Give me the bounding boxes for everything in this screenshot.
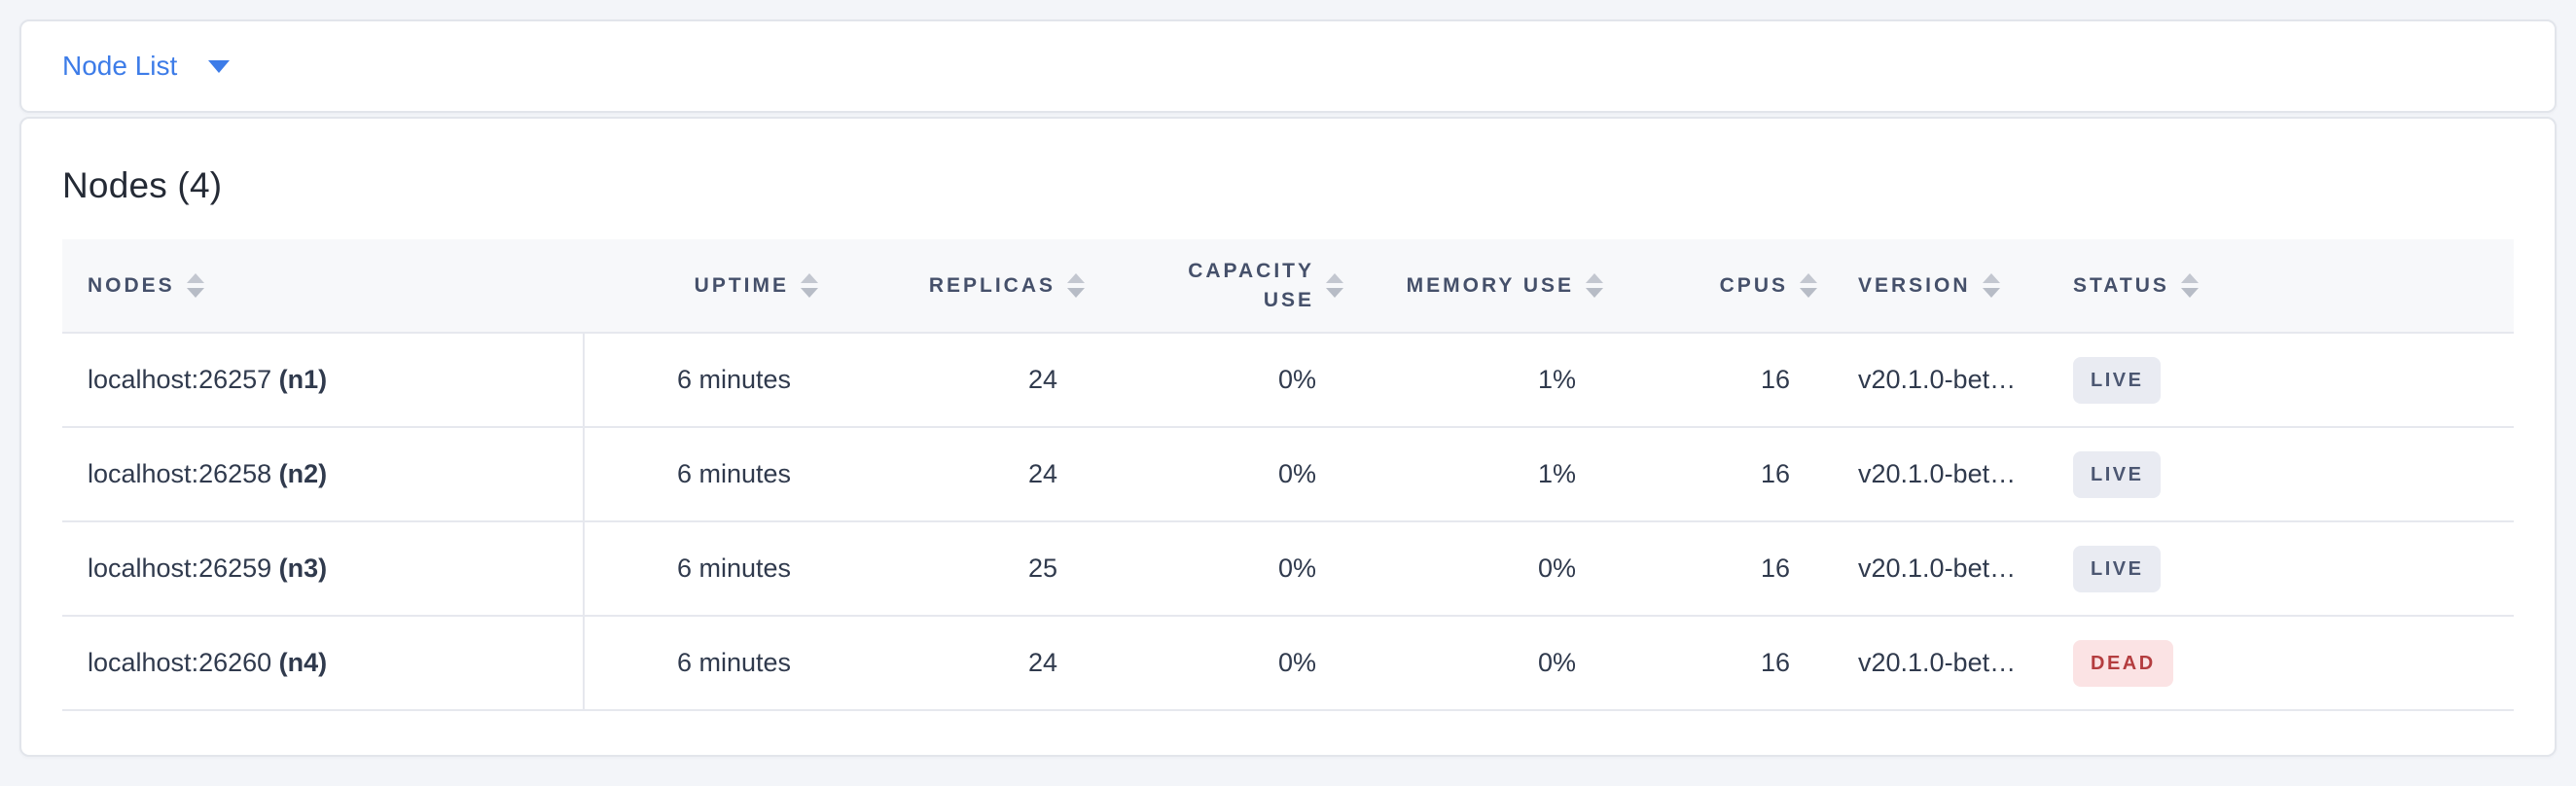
- toolbar-card: Node List: [19, 19, 2557, 113]
- nodes-panel: Nodes (4) NODES UPTIM: [19, 117, 2557, 757]
- sort-icon[interactable]: [1067, 273, 1085, 298]
- memory-use-cell: 0%: [1537, 648, 1576, 677]
- memory-use-cell: 0%: [1537, 554, 1576, 583]
- column-header-memory-use[interactable]: MEMORY USE: [1351, 239, 1611, 333]
- cpus-cell: 16: [1760, 459, 1790, 488]
- replicas-cell: 24: [1027, 459, 1057, 488]
- node-id: (n4): [278, 648, 328, 677]
- memory-use-cell: 1%: [1537, 459, 1576, 488]
- node-list-table: NODES UPTIME REPLICAS: [62, 239, 2514, 711]
- uptime-cell: 6 minutes: [676, 459, 791, 488]
- memory-use-cell: 1%: [1537, 365, 1576, 394]
- sort-icon[interactable]: [186, 273, 204, 298]
- page-title: Nodes (4): [62, 165, 223, 205]
- node-address-cell: localhost:26260 (n4): [62, 616, 585, 710]
- replicas-cell: 24: [1027, 648, 1057, 677]
- sort-icon[interactable]: [2180, 273, 2199, 298]
- version-cell: v20.1.0-bet…: [1858, 459, 2017, 488]
- status-cell: LIVE: [2065, 521, 2514, 616]
- table-row[interactable]: localhost:26260 (n4) 6 minutes 24 0% 0% …: [62, 616, 2514, 710]
- table-row[interactable]: localhost:26258 (n2) 6 minutes 24 0% 1% …: [62, 427, 2514, 521]
- uptime-cell: 6 minutes: [676, 648, 791, 677]
- node-id: (n2): [278, 459, 328, 488]
- cpus-cell: 16: [1760, 365, 1790, 394]
- sort-icon[interactable]: [1982, 273, 2000, 298]
- node-list-dropdown[interactable]: Node List: [62, 51, 231, 82]
- replicas-cell: 24: [1027, 365, 1057, 394]
- column-header-replicas[interactable]: REPLICAS: [826, 239, 1092, 333]
- cpus-cell: 16: [1760, 554, 1790, 583]
- table-header-row: NODES UPTIME REPLICAS: [62, 239, 2514, 333]
- chevron-down-icon: [208, 59, 231, 73]
- uptime-cell: 6 minutes: [676, 554, 791, 583]
- sort-icon[interactable]: [1800, 273, 1817, 298]
- node-list-dropdown-label: Node List: [62, 51, 178, 81]
- status-cell: LIVE: [2065, 427, 2514, 521]
- column-header-cpus[interactable]: CPUS: [1611, 239, 1825, 333]
- replicas-cell: 25: [1027, 554, 1057, 583]
- status-badge: LIVE: [2073, 356, 2162, 404]
- cpus-cell: 16: [1760, 648, 1790, 677]
- version-cell: v20.1.0-bet…: [1858, 648, 2017, 677]
- column-header-nodes[interactable]: NODES: [62, 239, 584, 333]
- node-address-cell: localhost:26259 (n3): [62, 521, 585, 616]
- uptime-cell: 6 minutes: [676, 365, 791, 394]
- node-address-cell: localhost:26257 (n1): [62, 333, 585, 427]
- sort-icon[interactable]: [1326, 273, 1343, 298]
- status-badge: LIVE: [2073, 450, 2162, 498]
- table-row[interactable]: localhost:26259 (n3) 6 minutes 25 0% 0% …: [62, 521, 2514, 616]
- status-badge: LIVE: [2073, 545, 2162, 592]
- column-header-status[interactable]: STATUS: [2065, 239, 2514, 333]
- node-id: (n3): [278, 554, 328, 583]
- capacity-use-cell: 0%: [1277, 459, 1316, 488]
- table-row[interactable]: localhost:26257 (n1) 6 minutes 24 0% 1% …: [62, 333, 2514, 427]
- version-cell: v20.1.0-bet…: [1858, 365, 2017, 394]
- column-header-version[interactable]: VERSION: [1825, 239, 2065, 333]
- node-address-cell: localhost:26258 (n2): [62, 427, 585, 521]
- column-header-uptime[interactable]: UPTIME: [584, 239, 826, 333]
- sort-icon[interactable]: [801, 273, 818, 298]
- capacity-use-cell: 0%: [1277, 648, 1316, 677]
- version-cell: v20.1.0-bet…: [1858, 554, 2017, 583]
- status-cell: DEAD: [2065, 616, 2514, 710]
- status-cell: LIVE: [2065, 333, 2514, 427]
- capacity-use-cell: 0%: [1277, 554, 1316, 583]
- sort-icon[interactable]: [1586, 273, 1603, 298]
- status-badge: DEAD: [2073, 639, 2173, 687]
- capacity-use-cell: 0%: [1277, 365, 1316, 394]
- column-header-capacity-use[interactable]: CAPACITY USE: [1092, 239, 1351, 333]
- node-id: (n1): [278, 365, 328, 394]
